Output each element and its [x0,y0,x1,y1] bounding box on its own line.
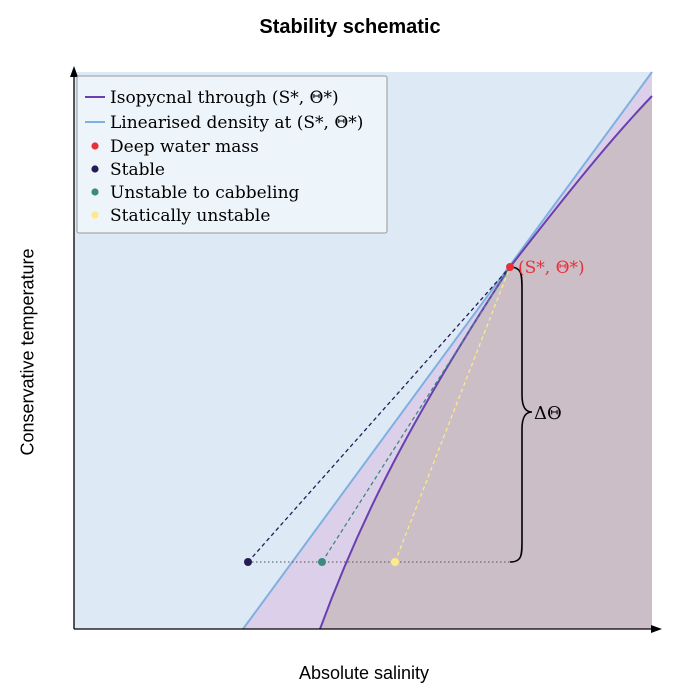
static-region [320,96,652,629]
legend-swatch-static [91,211,99,219]
legend-label-isopycnal: Isopycnal through (S*, Θ*) [110,88,339,108]
delta-theta-brace [509,266,533,563]
static-mixing-line [394,266,511,563]
isopycnal-curve [319,95,653,630]
legend-box [76,75,388,234]
legend-label-static: Statically unstable [110,206,270,226]
legend-label-cabbeling: Unstable to cabbeling [110,183,300,203]
cabbeling-point [318,558,326,566]
stable-point [244,558,252,566]
cabbeling-mixing-line [321,266,511,563]
y-axis-arrow [70,66,78,77]
legend: Isopycnal through (S*, Θ*) Linearised de… [76,75,388,234]
delta-theta-label: ΔΘ [534,403,562,424]
deep-water-point [506,263,514,271]
legend-label-linear: Linearised density at (S*, Θ*) [110,113,363,133]
legend-swatch-cabbeling [91,188,99,196]
legend-label-stable: Stable [110,160,165,180]
y-axis-label: Conservative temperature [17,248,38,456]
linearised-density-line [242,71,653,630]
legend-label-deep: Deep water mass [110,137,259,157]
stable-mixing-line [247,266,511,563]
x-axis-arrow [651,625,662,633]
x-axis-label: Absolute salinity [298,663,430,683]
chart-title: Stability schematic [259,16,441,38]
legend-swatch-deep [91,142,99,150]
static-point [391,558,399,566]
deep-water-point-label: (S*, Θ*) [518,258,585,278]
legend-swatch-stable [91,165,99,173]
